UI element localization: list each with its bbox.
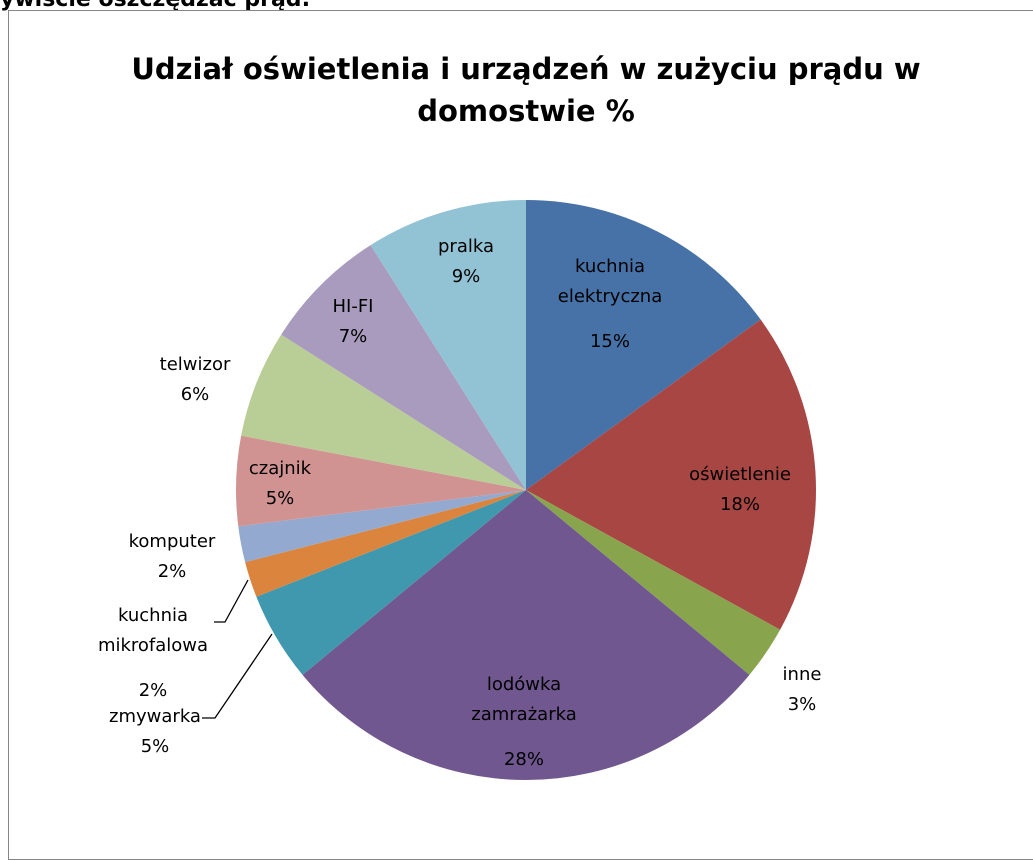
slice-value-label: 15% [589, 331, 630, 352]
slice-label: HI-FI [332, 296, 374, 317]
pie-slice [241, 334, 526, 490]
pie-slice [281, 245, 526, 490]
slice-label: oświetlenie [689, 464, 791, 485]
leader-line [214, 579, 249, 623]
slice-label: lodówka zamrażarka [471, 674, 577, 725]
slice-value-label: 2% [157, 561, 187, 582]
pie-slice [238, 490, 526, 563]
slice-label: kuchnia elektryczna [557, 256, 663, 307]
slice-value-label: 9% [451, 266, 481, 287]
slice-label: inne [782, 664, 822, 685]
pie-slice [370, 200, 526, 490]
slice-label: zmywarka [109, 706, 201, 727]
slice-value-label: 6% [180, 384, 210, 405]
pie-slice [526, 319, 816, 630]
slice-value-label: 5% [265, 488, 295, 509]
pie-slice [526, 200, 761, 490]
pie-slice [526, 490, 781, 675]
slice-value-label: 2% [138, 680, 168, 701]
slice-label: pralka [438, 236, 494, 257]
leader-line [202, 633, 273, 719]
slice-value-label: 18% [719, 494, 760, 515]
slice-label: telwizor [159, 354, 231, 375]
pie-slice [302, 490, 750, 781]
slice-value-label: 5% [140, 736, 170, 757]
chart-title: Udział oświetlenia i urządzeń w zużyciu … [131, 52, 921, 128]
pie-slice [256, 490, 526, 675]
slice-label: czajnik [248, 458, 312, 479]
slice-value-label: 28% [503, 749, 544, 770]
pie-slice [236, 435, 526, 527]
slice-label: kuchnia mikrofalowa [97, 605, 209, 656]
slice-value-label: 7% [338, 326, 368, 347]
pie-slice [245, 490, 526, 597]
slice-label: komputer [128, 531, 216, 552]
page-heading: ywiście oszczędzać prąd: [0, 0, 310, 12]
slice-value-label: 3% [787, 694, 817, 715]
